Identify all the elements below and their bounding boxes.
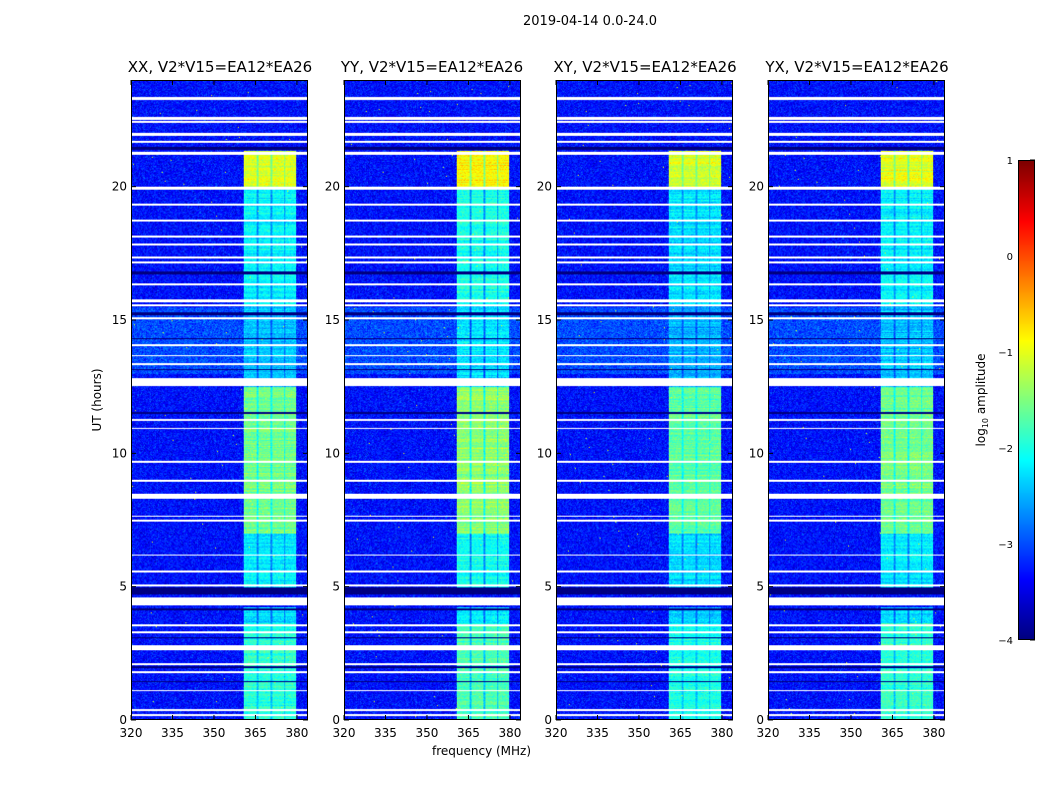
colorbar-tick-label: −1 <box>998 348 1013 359</box>
y-tick-label: 20 <box>325 180 340 194</box>
colorbar-label-sub: 10 <box>981 417 991 429</box>
x-tick-label: 320 <box>120 726 143 740</box>
colorbar-tick-label: −4 <box>998 636 1013 647</box>
colorbar-tick-label: 0 <box>1007 252 1013 263</box>
x-tick-label: 335 <box>374 726 397 740</box>
x-tick-label: 350 <box>416 726 439 740</box>
y-tick-label: 20 <box>537 180 552 194</box>
x-tick-label: 320 <box>757 726 780 740</box>
y-tick-label: 5 <box>544 580 552 594</box>
y-tick-label: 5 <box>119 580 127 594</box>
x-tick-label: 350 <box>628 726 651 740</box>
x-tick-label: 335 <box>586 726 609 740</box>
x-tick-label: 380 <box>285 726 308 740</box>
y-tick-label: 10 <box>112 446 127 460</box>
colorbar-tick-label: −2 <box>998 444 1013 455</box>
heatmap-yy <box>344 80 521 720</box>
panel-title-xy: XY, V2*V15=EA12*EA26 <box>553 58 737 76</box>
x-tick-label: 365 <box>244 726 267 740</box>
colorbar-tick-label: −3 <box>998 540 1013 551</box>
x-tick-label: 320 <box>333 726 356 740</box>
y-tick-label: 10 <box>749 446 764 460</box>
x-tick-label: 380 <box>922 726 945 740</box>
heatmap-yx <box>768 80 945 720</box>
panel-title-xx: XX, V2*V15=EA12*EA26 <box>127 58 313 76</box>
x-tick-label: 320 <box>545 726 568 740</box>
colorbar-label-rest: amplitude <box>973 353 988 418</box>
colorbar-label-main: log <box>973 428 988 447</box>
panel-title-yy: YY, V2*V15=EA12*EA26 <box>340 58 524 76</box>
y-tick-label: 0 <box>119 713 127 727</box>
x-tick-label: 350 <box>840 726 863 740</box>
y-tick-label: 15 <box>537 313 552 327</box>
colorbar-tick-label: 1 <box>1007 156 1013 167</box>
x-tick-label: 365 <box>457 726 480 740</box>
x-tick-label: 335 <box>798 726 821 740</box>
x-axis-label: frequency (MHz) <box>432 744 532 758</box>
y-axis-label: UT (hours) <box>90 368 104 432</box>
panel-title-yx: YX, V2*V15=EA12*EA26 <box>765 58 949 76</box>
y-tick-label: 0 <box>756 713 764 727</box>
figure-title: 2019-04-14 0.0-24.0 <box>523 14 657 29</box>
colorbar-label: log10 amplitude <box>974 354 990 447</box>
y-tick-label: 10 <box>325 446 340 460</box>
x-tick-label: 335 <box>161 726 184 740</box>
y-tick-label: 0 <box>332 713 340 727</box>
x-tick-label: 365 <box>669 726 692 740</box>
heatmap-xx <box>131 80 308 720</box>
x-tick-label: 380 <box>498 726 521 740</box>
y-tick-label: 20 <box>112 180 127 194</box>
y-tick-label: 0 <box>544 713 552 727</box>
heatmap-xy <box>556 80 733 720</box>
x-tick-label: 350 <box>203 726 226 740</box>
colorbar <box>1018 160 1035 640</box>
y-tick-label: 15 <box>112 313 127 327</box>
y-tick-label: 5 <box>332 580 340 594</box>
x-tick-label: 380 <box>710 726 733 740</box>
y-tick-label: 15 <box>749 313 764 327</box>
y-tick-label: 15 <box>325 313 340 327</box>
y-tick-label: 5 <box>756 580 764 594</box>
y-tick-label: 20 <box>749 180 764 194</box>
y-tick-label: 10 <box>537 446 552 460</box>
x-tick-label: 365 <box>881 726 904 740</box>
